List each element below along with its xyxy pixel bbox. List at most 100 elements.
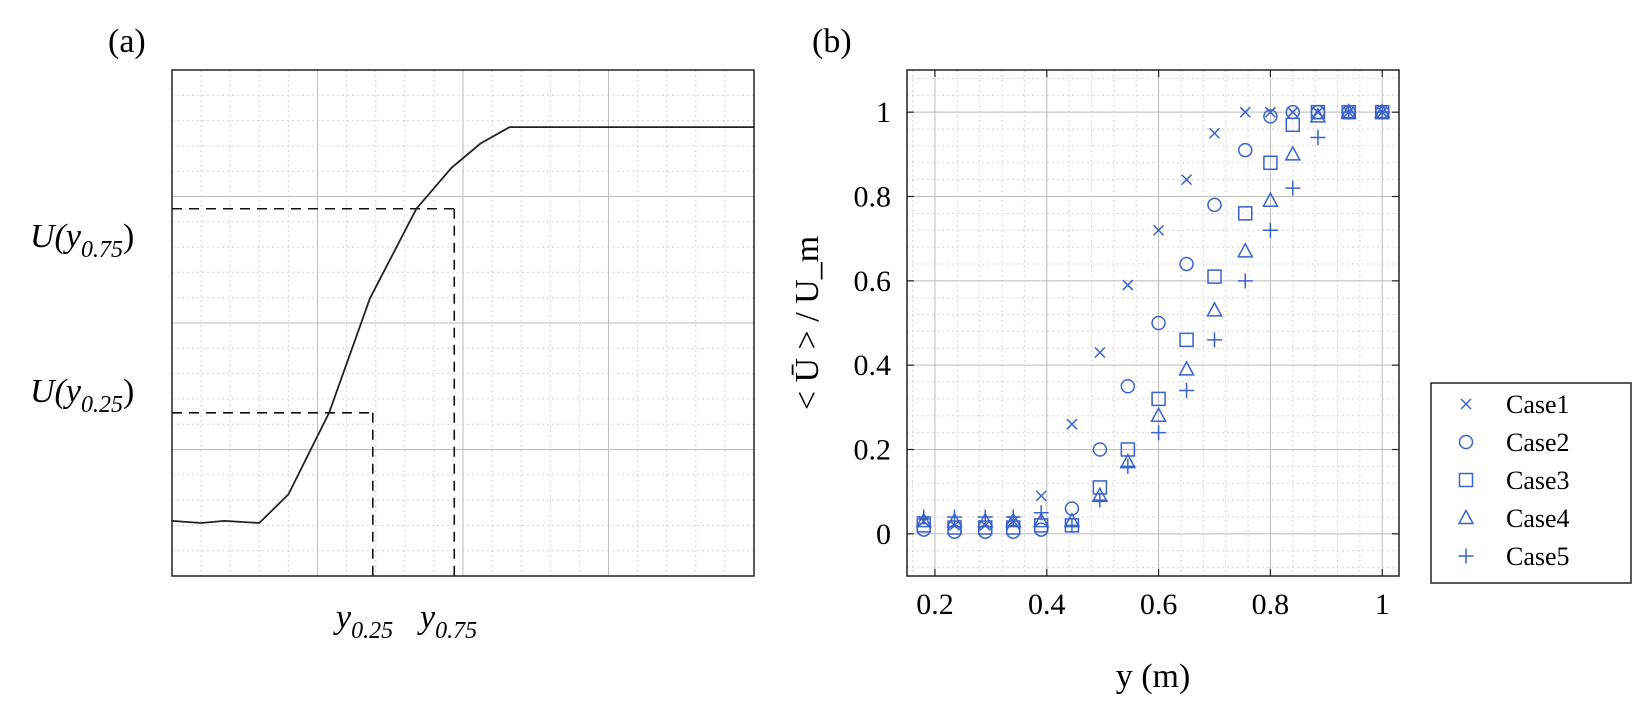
case5-point (1005, 509, 1021, 525)
case5-point (1151, 425, 1167, 441)
panel-b-markers (915, 103, 1391, 539)
x-tick-label: 0.6 (1140, 588, 1178, 621)
legend-marker (1458, 548, 1474, 564)
x-tick-label: 1 (1375, 588, 1390, 621)
case5-point (1341, 104, 1357, 120)
case5-point (1033, 505, 1049, 521)
case4-point (946, 512, 963, 528)
panel-b-label: (b) (812, 23, 852, 60)
case5-point (916, 509, 932, 525)
legend-label: Case4 (1506, 504, 1570, 533)
case2-point (1207, 197, 1222, 213)
case1-point (1264, 106, 1276, 118)
legend-label: Case1 (1506, 390, 1570, 419)
case4-point (977, 512, 994, 528)
case2-point (1092, 442, 1108, 457)
y-tick-label: 0.8 (854, 181, 892, 214)
legend-item-case3: Case3 (1458, 466, 1570, 495)
case5-point (977, 509, 993, 525)
legend-marker (1458, 434, 1474, 450)
case5-point (1237, 273, 1253, 289)
case3-point (1151, 391, 1166, 407)
case5-point (1120, 458, 1136, 474)
y-axis-label: < Ū > / U_m (789, 236, 826, 410)
case2-point (1120, 379, 1136, 394)
legend-label: Case3 (1506, 466, 1570, 495)
x-tick-label: 0.2 (916, 588, 954, 621)
y075-label: y0.75 (417, 599, 477, 644)
legend-box (1430, 382, 1632, 584)
series-case4 (915, 103, 1391, 528)
y-tick-label: 0.4 (854, 349, 892, 382)
case1-point (1035, 490, 1047, 502)
y025-label: y0.25 (333, 599, 393, 644)
case1-point (1066, 418, 1078, 430)
case4-point (1309, 107, 1327, 123)
case4-point (1150, 406, 1167, 423)
case1-point (1239, 106, 1251, 118)
svg-text:< Ū > / U_m: < Ū > / U_m (789, 236, 826, 410)
case4-point (1206, 301, 1223, 317)
case3-point (1179, 332, 1194, 348)
legend-marker (1460, 398, 1472, 410)
panel-b-axes-box (906, 69, 1400, 577)
case3-point (1310, 104, 1326, 120)
case2-point (1179, 256, 1194, 272)
case5-point (1374, 104, 1390, 120)
case2-point (1151, 315, 1166, 331)
case5-point (1064, 517, 1080, 533)
case5-point (1310, 129, 1326, 145)
legend-label: Case5 (1506, 542, 1570, 571)
panel-a-major-grid (172, 70, 754, 576)
u-y075-label: U(y0.75) (30, 218, 134, 263)
legend-item-case5: Case5 (1458, 542, 1570, 571)
legend: Case1 Case2 Case3 Case4 Case5 (1430, 382, 1632, 584)
case1-point (1208, 127, 1221, 139)
case4-point (1236, 242, 1254, 258)
case4-point (1262, 191, 1279, 207)
panel-a-reference-lines (172, 207, 456, 576)
case4-point (1032, 512, 1050, 528)
panel-b-ticks: 0.2 0.4 0.6 0.8 1 0 0.2 0.4 0.6 0.8 1 (854, 70, 1399, 621)
case1-point (1122, 279, 1134, 291)
case3-point (1238, 206, 1253, 221)
x-tick-label: 0.8 (1252, 588, 1290, 621)
series-case5 (916, 104, 1390, 533)
y-tick-label: 1 (876, 96, 891, 129)
legend-item-case4: Case4 (1457, 504, 1570, 533)
case5-point (947, 509, 963, 525)
panel-b: (b) 0.2 0.4 0.6 0.8 1 0 0.2 0.4 0.6 0.8 1 < Ū > / … (789, 23, 1632, 695)
case1-point (1181, 174, 1193, 186)
panel-a-label: (a) (108, 23, 146, 60)
case4-point (915, 512, 933, 528)
panel-a-axes-box (171, 69, 755, 577)
case1-point (1094, 346, 1106, 359)
legend-label: Case2 (1506, 428, 1570, 457)
panel-a: (a) U(y0.75) U(y0.25) y0.25 y0.75 (30, 23, 755, 644)
case2-point (1263, 109, 1278, 124)
y-tick-label: 0 (876, 518, 891, 551)
y-tick-label: 0.6 (854, 265, 892, 298)
case4-point (1284, 145, 1302, 161)
case2-point (1238, 142, 1253, 158)
y-tick-label: 0.2 (854, 434, 892, 467)
u-y025-label: U(y0.25) (30, 373, 134, 418)
case5-point (1179, 382, 1195, 398)
case1-point (1153, 224, 1165, 236)
legend-item-case1: Case1 (1460, 390, 1570, 419)
case5-point (1092, 492, 1108, 508)
legend-item-case2: Case2 (1458, 428, 1570, 457)
case4-point (1004, 512, 1022, 528)
legend-marker (1457, 508, 1475, 525)
case5-point (1262, 222, 1278, 238)
x-axis-label: y (m) (1116, 658, 1191, 695)
case3-point (1207, 269, 1222, 284)
x-tick-label: 0.4 (1028, 588, 1066, 621)
velocity-profile-line (171, 126, 754, 524)
case1-point (1287, 106, 1299, 118)
legend-marker (1458, 472, 1474, 488)
case5-point (1207, 332, 1222, 348)
panel-b-minor-grid (907, 70, 1399, 576)
case3-point (1285, 117, 1301, 133)
